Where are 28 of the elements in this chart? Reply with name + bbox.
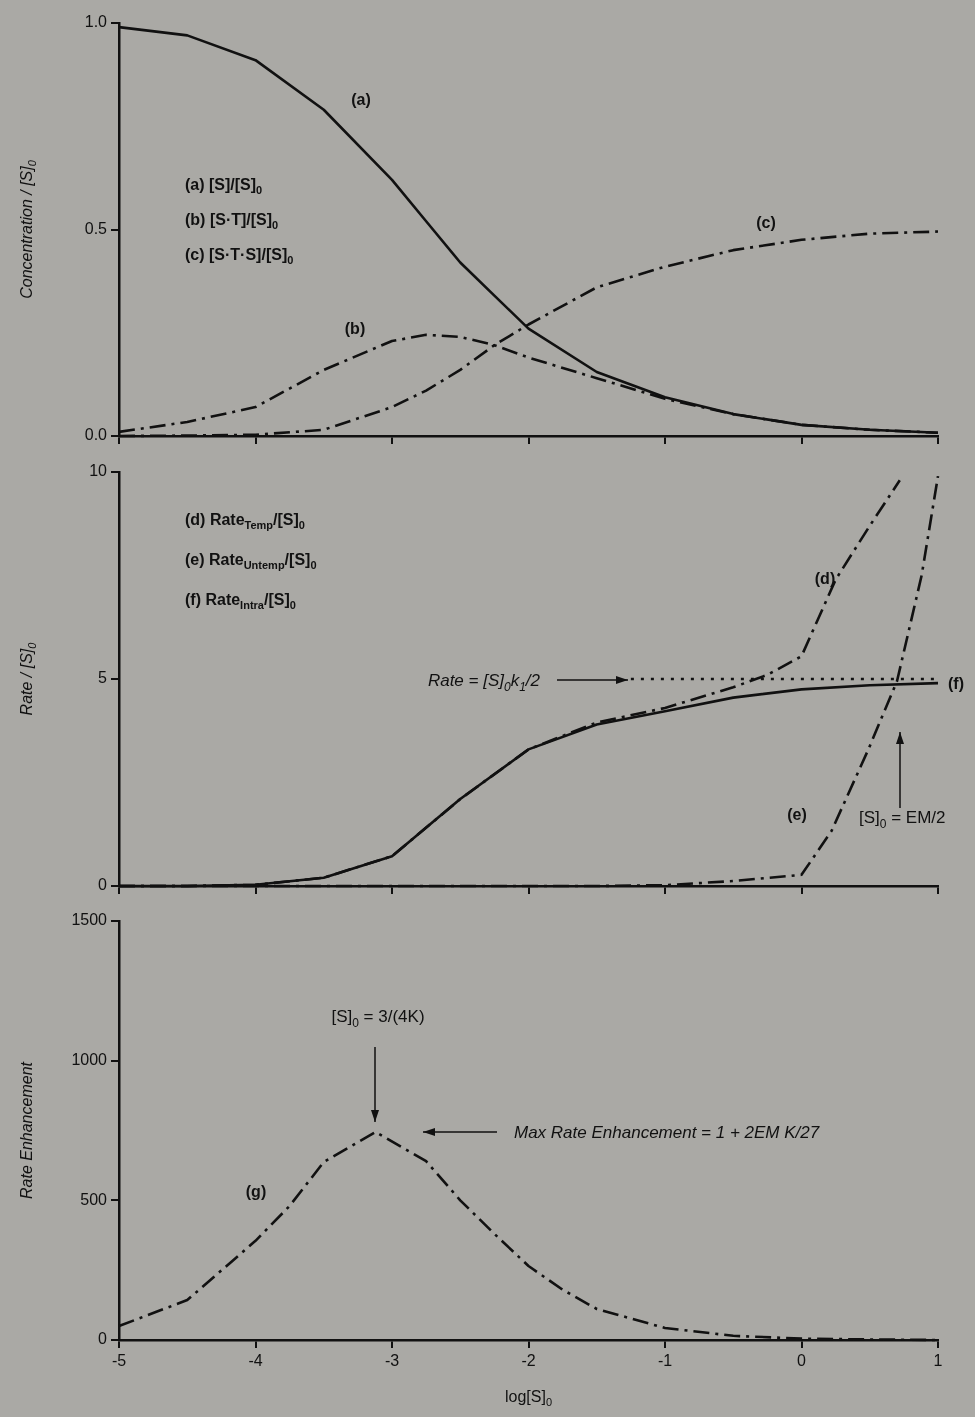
x-tick-label: -5 [111,1352,127,1370]
y-tick-label: 5 [98,669,108,687]
y-axis-title: Rate Enhancement [18,1061,35,1199]
y-tick-label: 10 [89,462,108,480]
x-tick-label: 0 [797,1352,807,1370]
series-label: (d) [814,570,836,587]
series-label: (e) [787,806,807,823]
series-label: (g) [245,1183,267,1200]
y-tick-label: 0 [98,1330,108,1348]
y-tick-label: 0 [98,876,108,894]
y-axis-title: Concentration / [S]0 [18,159,39,299]
x-tick-label: 1 [933,1352,943,1370]
annotation: Max Rate Enhancement = 1 + 2EM K/27 [514,1123,820,1142]
y-tick-label: 1500 [71,911,108,929]
y-tick-label: 1.0 [84,13,108,31]
y-tick-label: 0.0 [84,426,108,444]
x-tick-label: -1 [657,1352,673,1370]
y-tick-label: 1000 [71,1051,108,1069]
y-axis-title: Rate / [S]0 [18,641,39,716]
y-tick-label: 500 [80,1190,108,1208]
series-label: (f) [948,675,964,693]
x-tick-label: -4 [248,1352,263,1370]
series-label: (c) [756,214,776,231]
series-label: (b) [344,320,366,337]
x-tick-label: -3 [384,1352,400,1370]
y-tick-label: 0.5 [84,219,108,237]
series-label: (a) [351,91,371,108]
x-tick-label: -2 [521,1352,536,1370]
